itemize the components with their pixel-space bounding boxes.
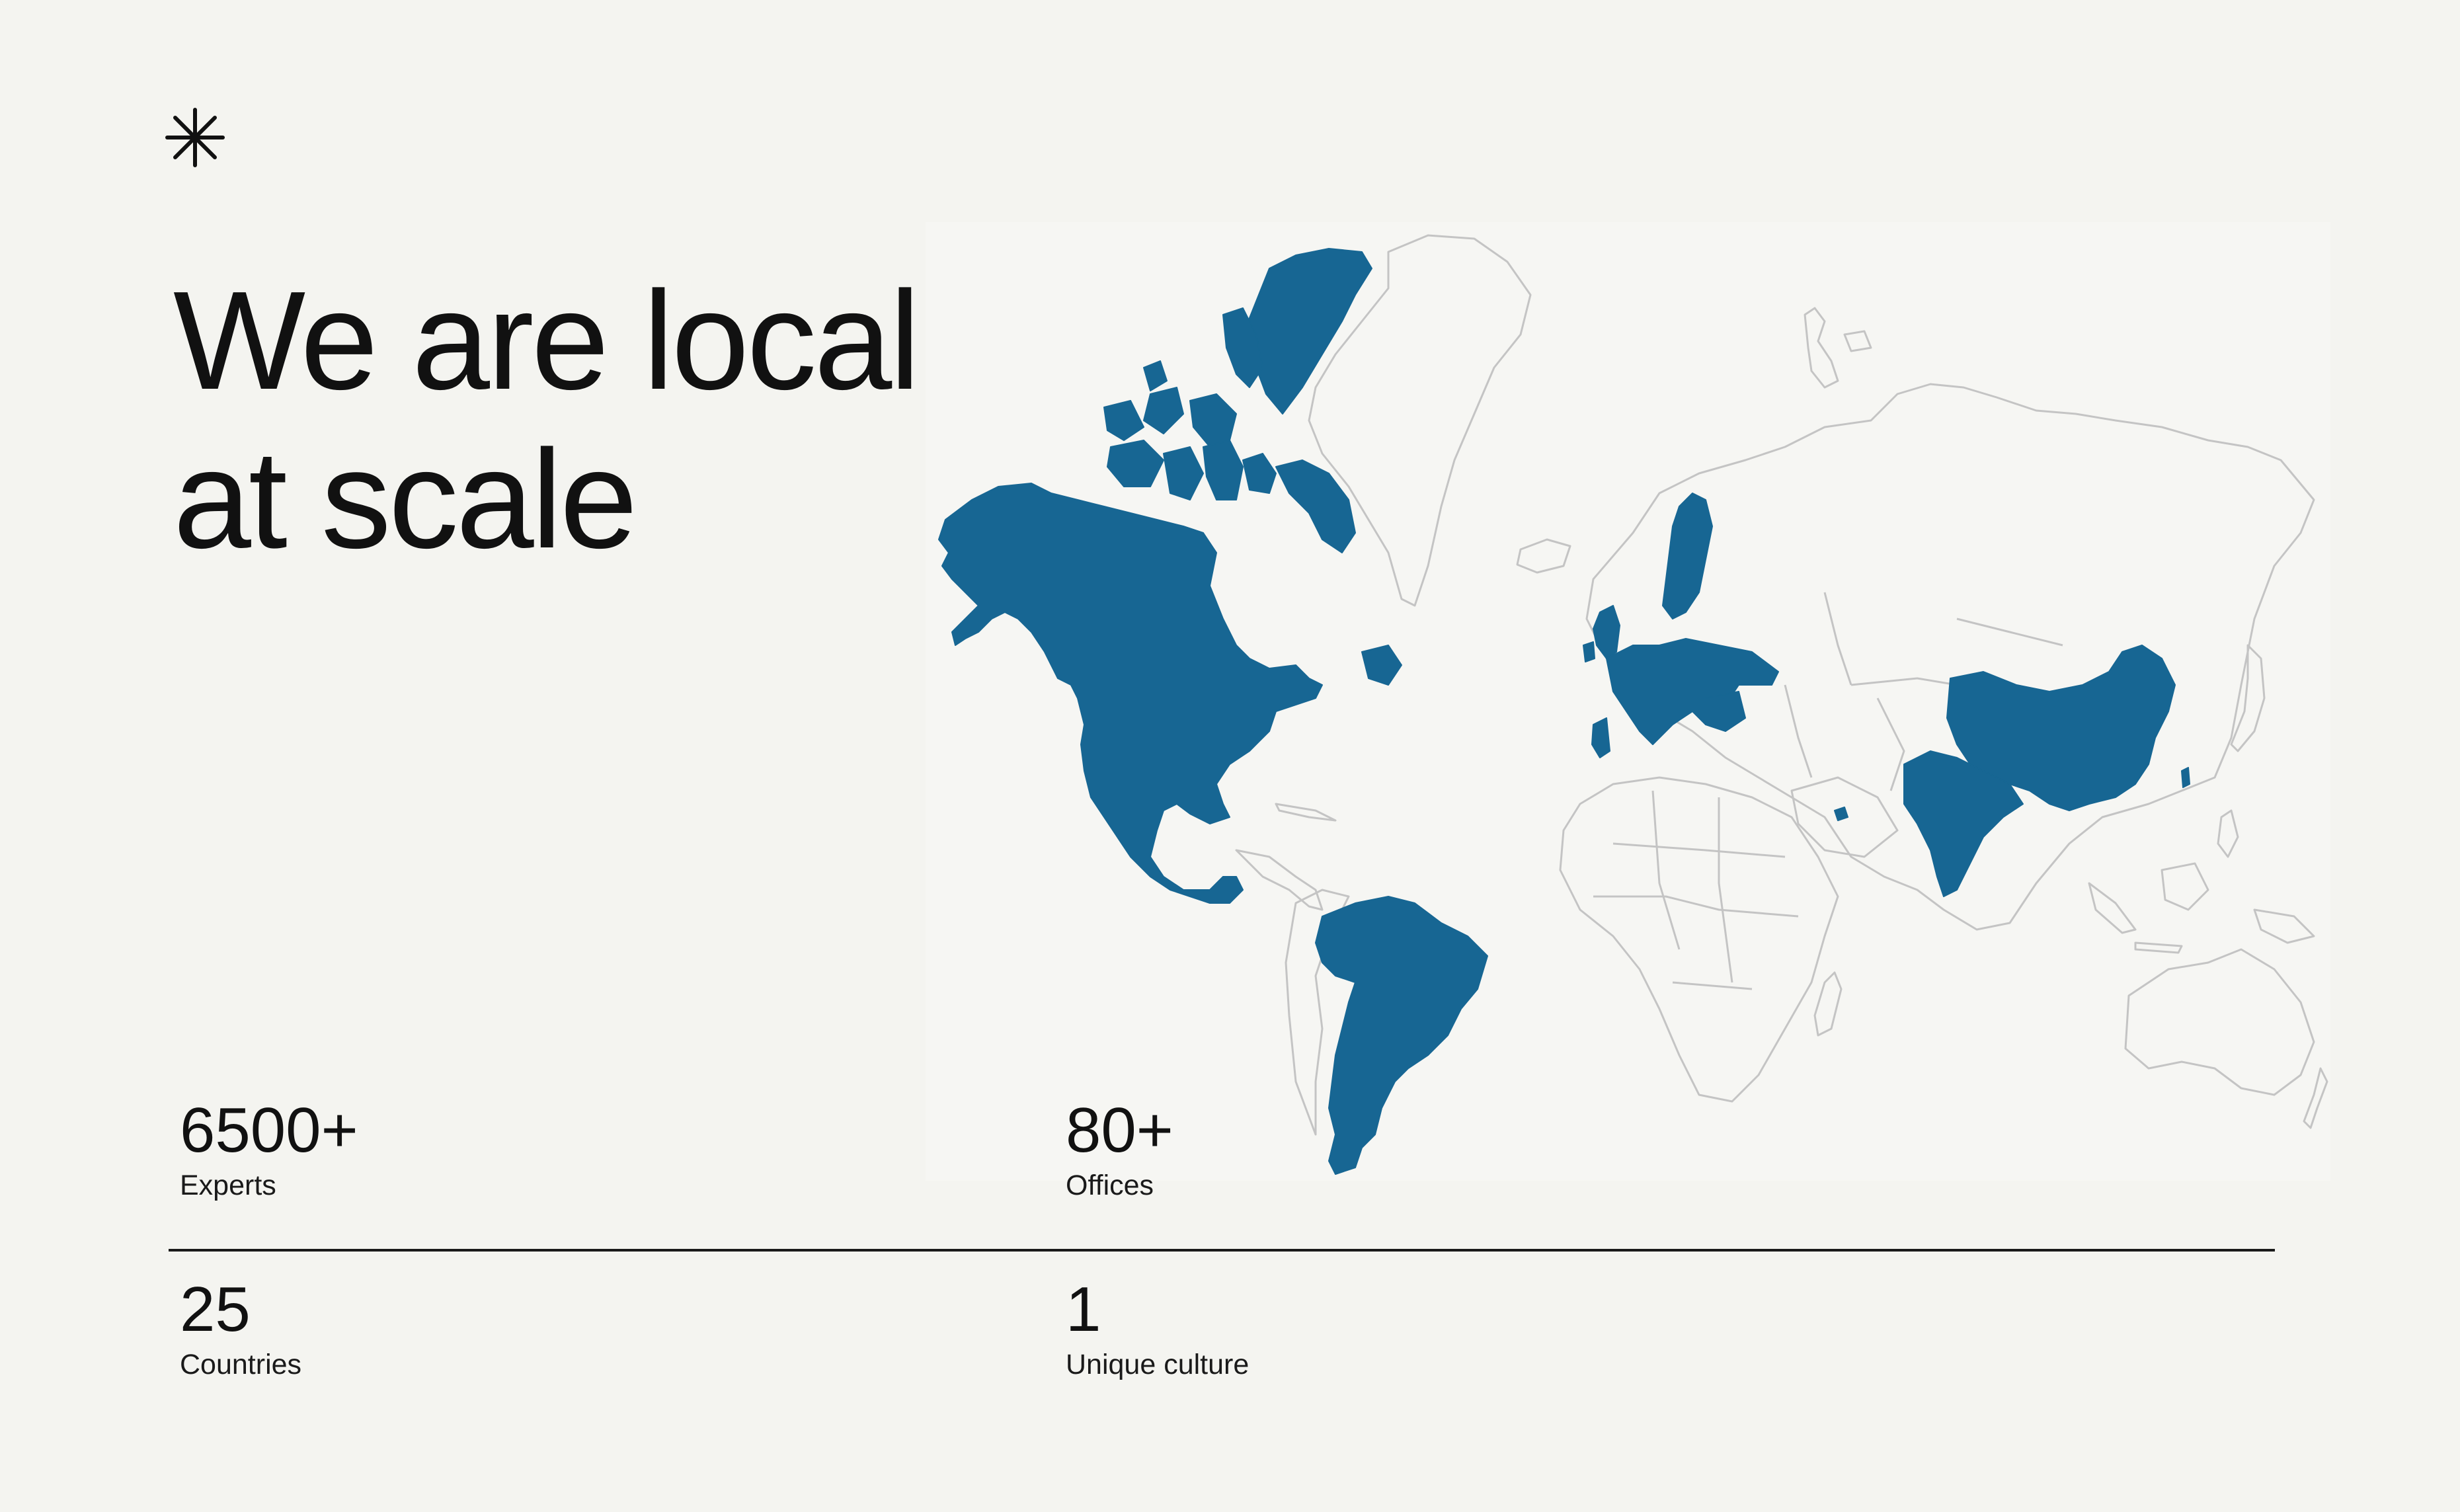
- world-map: [926, 222, 2330, 1181]
- map-region-north-america: [938, 483, 1323, 904]
- stat-label: Offices: [1066, 1170, 1154, 1201]
- map-region-arctic-island-8: [1203, 440, 1244, 500]
- map-land-java: [2134, 941, 2183, 954]
- map-region-baffin-island: [1275, 459, 1356, 553]
- map-land-eurasia: [1585, 383, 2315, 931]
- map-region-south-america: [1315, 896, 1488, 1175]
- map-border-eurasia-5: [1956, 617, 2063, 647]
- map-land-franz-josef: [1843, 330, 1872, 352]
- map-border-africa-1: [1612, 842, 1786, 858]
- stat-value: 80+: [1066, 1095, 1173, 1166]
- map-land-new-guinea: [2253, 908, 2315, 944]
- map-region-arctic-island-4: [1103, 400, 1144, 441]
- stat-experts: 6500+ Experts: [180, 1094, 358, 1204]
- map-region-arctic-island-7: [1163, 446, 1204, 500]
- map-land-japan: [2230, 644, 2266, 752]
- map-land-central-america: [1235, 849, 1324, 911]
- map-land-africa: [1559, 776, 1839, 1103]
- map-border-africa-2: [1593, 895, 1799, 918]
- page-title-line-2: at scale: [173, 420, 638, 577]
- map-land-madagascar: [1813, 971, 1843, 1037]
- map-region-arctic-island-1: [1242, 248, 1372, 415]
- map-region-taiwan: [2181, 767, 2190, 788]
- map-region-arctic-island-3: [1143, 387, 1184, 434]
- stats-divider: [169, 1249, 2275, 1252]
- map-region-uk: [1593, 605, 1620, 659]
- map-region-romania: [1705, 691, 1746, 732]
- stat-countries: 25 Countries: [180, 1273, 301, 1383]
- map-land-borneo: [2161, 862, 2209, 911]
- map-border-eurasia-3: [1876, 697, 1905, 791]
- stat-label: Unique culture: [1066, 1349, 1250, 1380]
- map-land-australia: [2124, 948, 2315, 1096]
- stat-culture: 1 Unique culture: [1066, 1273, 1249, 1383]
- map-land-svalbard: [1804, 307, 1839, 389]
- stat-value: 6500+: [180, 1095, 358, 1166]
- map-region-scandinavia: [1662, 493, 1713, 619]
- map-region-arctic-island-5: [1189, 393, 1237, 448]
- map-region-arctic-island-6: [1107, 440, 1164, 487]
- page-title-line-1: We are local: [173, 262, 920, 418]
- map-land-sumatra: [2088, 882, 2137, 934]
- map-region-arctic-island-10: [1143, 360, 1168, 391]
- asterisk-icon: [165, 108, 225, 167]
- map-border-africa-3: [1651, 790, 1681, 950]
- map-land-arabia: [1790, 776, 1899, 858]
- stat-label: Countries: [180, 1349, 302, 1380]
- map-land-cuba: [1275, 803, 1337, 822]
- map-border-eurasia-2: [1850, 677, 1958, 686]
- map-region-uae: [1834, 807, 1848, 821]
- stat-value: 1: [1066, 1274, 1101, 1345]
- map-border-eurasia-4: [1784, 684, 1813, 778]
- map-water-hudson-bay: [1255, 552, 1303, 633]
- map-region-arctic-island-9: [1242, 453, 1277, 494]
- map-land-iceland: [1516, 538, 1571, 574]
- map-border-eurasia-1: [1823, 592, 1852, 686]
- map-region-ireland: [1583, 641, 1595, 662]
- stat-label: Experts: [180, 1170, 276, 1201]
- map-land-greenland: [1308, 234, 1532, 607]
- map-border-africa-4: [1718, 797, 1733, 983]
- page-title: We are local at scale: [173, 261, 920, 578]
- map-region-iberia: [1591, 717, 1610, 758]
- map-land-philippines: [2217, 809, 2239, 858]
- map-region-newfoundland: [1361, 645, 1402, 686]
- stat-offices: 80+ Offices: [1066, 1094, 1173, 1204]
- map-region-central-europe: [1606, 638, 1779, 745]
- map-land-new-zealand: [2303, 1067, 2328, 1129]
- map-border-africa-5: [1672, 981, 1753, 990]
- map-region-india: [1903, 750, 2024, 897]
- map-region-arctic-island-2: [1222, 307, 1263, 388]
- stat-value: 25: [180, 1274, 251, 1345]
- map-land-south-america-west: [1285, 889, 1350, 1136]
